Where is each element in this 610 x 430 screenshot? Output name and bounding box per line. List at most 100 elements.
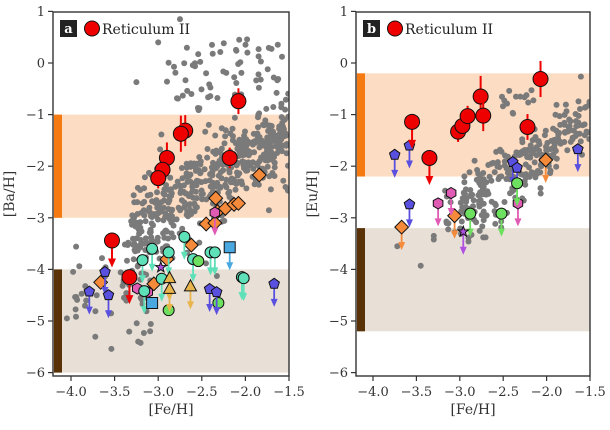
- field-star-point: [525, 99, 532, 106]
- field-star-point: [562, 101, 569, 108]
- field-star-point: [529, 150, 536, 157]
- field-star-point: [278, 100, 285, 107]
- field-star-point: [279, 53, 285, 60]
- field-star-point: [193, 182, 200, 189]
- upper-limit-arrow: [186, 301, 194, 310]
- field-star-point: [174, 178, 181, 185]
- field-star-point: [475, 170, 482, 177]
- x-tick-label: −1.5: [574, 385, 606, 400]
- plot-area: [53, 16, 289, 373]
- field-star-point: [566, 123, 573, 130]
- field-star-point: [232, 140, 239, 147]
- field-star-point: [167, 174, 174, 181]
- field-star-point: [470, 197, 477, 204]
- x-tick-label: −3.0: [444, 385, 476, 400]
- field-star-point: [255, 84, 262, 91]
- upper-limit-arrow: [405, 219, 413, 228]
- field-star-point: [501, 199, 508, 205]
- field-star-point: [494, 163, 501, 170]
- reticulum-ii-point: [150, 170, 167, 187]
- field-star-point: [586, 136, 590, 143]
- field-star-point: [73, 313, 79, 320]
- field-star-point: [274, 150, 281, 156]
- field-star-point: [497, 146, 503, 153]
- field-star-point: [233, 46, 239, 53]
- field-star-point: [195, 167, 202, 174]
- y-tick-label: 0: [340, 57, 348, 72]
- field-star-point: [467, 187, 474, 193]
- field-star-point: [154, 204, 161, 211]
- upper-limit-arrow: [270, 298, 278, 307]
- field-star-point: [519, 139, 526, 146]
- field-star-point: [157, 146, 164, 153]
- x-tick-label: −4.0: [357, 385, 389, 400]
- comparison-circle-point: [495, 207, 508, 220]
- upper-limit-arrow: [148, 263, 156, 272]
- field-star-point: [550, 151, 557, 158]
- band-bar-r-process-poor: [54, 269, 62, 373]
- field-star-point: [280, 177, 287, 184]
- panel-label: b: [367, 22, 376, 37]
- field-star-point: [214, 95, 221, 101]
- field-star-point: [154, 238, 161, 245]
- field-star-point: [213, 273, 220, 279]
- comparison-circle-point: [138, 285, 151, 298]
- field-star-point: [243, 185, 250, 192]
- reticulum-limit-arrow: [408, 139, 417, 149]
- upper-limit-arrow: [213, 307, 221, 316]
- field-star-point: [130, 256, 137, 263]
- field-star-point: [567, 138, 574, 145]
- field-star-point: [186, 173, 193, 180]
- field-star-point: [204, 154, 211, 161]
- field-star-point: [121, 294, 127, 301]
- field-star-point: [124, 242, 131, 248]
- field-star-point: [233, 80, 240, 86]
- field-star-point: [503, 176, 510, 182]
- field-star-point: [119, 282, 126, 289]
- field-star-point: [197, 58, 204, 65]
- field-star-point: [467, 192, 474, 199]
- field-star-point: [92, 308, 99, 315]
- comparison-diamond-point: [251, 167, 267, 183]
- field-star-point: [250, 165, 257, 172]
- comparison-star-point: [154, 260, 168, 274]
- comparison-circle-point: [192, 255, 205, 268]
- field-star-point: [181, 60, 188, 67]
- comparison-circle-point: [464, 207, 477, 220]
- comparison-pentagon-point: [99, 265, 111, 277]
- field-star-point: [586, 101, 590, 108]
- field-star-point: [252, 139, 259, 146]
- field-star-point: [227, 130, 234, 137]
- field-star-point: [532, 174, 539, 181]
- field-star-point: [237, 59, 244, 66]
- field-star-point: [209, 41, 215, 48]
- field-star-point: [169, 206, 176, 213]
- panel-a-ba: 1 0 −1 −2 −3 −4 −5 −6 −4.0 −3.5 −3.0 −2.5 −2.0 −1.5 [F…: [2, 5, 305, 418]
- field-star-point: [244, 36, 251, 43]
- field-star-point: [163, 182, 170, 189]
- panel-label: a: [64, 22, 73, 37]
- comparison-square-point: [146, 296, 159, 309]
- field-star-point: [124, 257, 130, 264]
- field-star-point: [218, 145, 225, 152]
- y-tick-label: −1: [329, 108, 348, 123]
- reticulum-ii-point: [230, 93, 247, 110]
- field-star-point: [170, 222, 177, 229]
- field-star-point: [201, 166, 208, 173]
- field-star-point: [203, 70, 210, 77]
- field-star-point: [220, 40, 227, 47]
- comparison-diamond-point: [394, 219, 410, 235]
- field-star-point: [70, 268, 77, 275]
- field-star-point: [179, 175, 186, 182]
- field-star-point: [479, 223, 486, 230]
- field-star-point: [285, 162, 289, 169]
- upper-limit-arrow: [574, 164, 582, 173]
- legend-marker: [387, 20, 403, 37]
- y-tick-label: −6: [329, 366, 348, 381]
- field-star-point: [537, 190, 544, 197]
- field-star-point: [547, 146, 554, 153]
- y-tick-label: −5: [329, 315, 348, 330]
- field-star-point: [276, 131, 283, 138]
- field-star-point: [553, 163, 560, 170]
- field-star-point: [148, 220, 155, 227]
